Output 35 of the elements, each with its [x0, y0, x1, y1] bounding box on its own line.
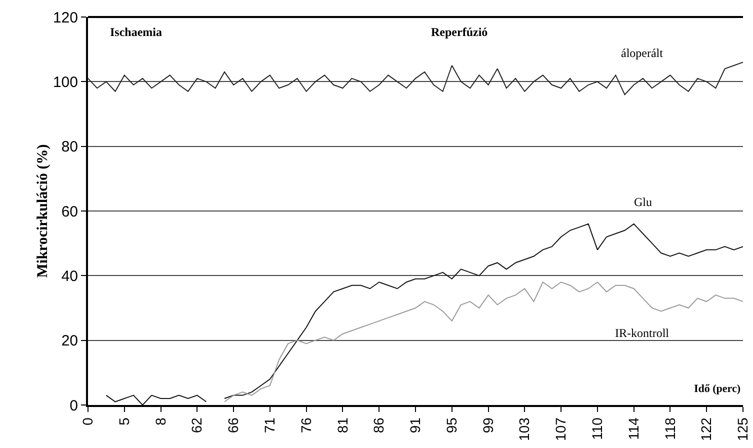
- y-tick-label: 100: [52, 74, 78, 91]
- x-tick-label: 125: [734, 417, 751, 441]
- annotation: Ischaemia: [110, 25, 162, 39]
- y-tick-label: 80: [61, 138, 78, 156]
- x-tick-label: 91: [407, 417, 424, 434]
- x-tick-label: 95: [443, 417, 460, 434]
- x-tick-label: 62: [188, 417, 205, 434]
- x-tick-label: 71: [261, 417, 278, 434]
- y-tick-label: 20: [61, 332, 78, 350]
- x-tick-label: 122: [698, 417, 714, 441]
- x-tick-label: 118: [662, 417, 678, 440]
- line-series: [88, 62, 743, 96]
- x-tick-label: 114: [625, 417, 642, 440]
- x-tick-label: 99: [480, 417, 496, 434]
- x-tick-label: 103: [516, 417, 532, 441]
- x-tick-label: 81: [334, 417, 350, 434]
- y-tick-label: 120: [52, 9, 78, 26]
- x-tick-label: 107: [552, 417, 569, 441]
- x-tick-label: 86: [370, 417, 387, 434]
- y-tick-label: 0: [70, 397, 78, 414]
- x-tick-label: 76: [298, 417, 314, 434]
- y-tick-label: 40: [61, 268, 78, 285]
- x-tick-label: 8: [152, 417, 168, 426]
- x-tick-label: 110: [588, 417, 605, 440]
- x-tick-label: 66: [225, 417, 242, 434]
- x-axis-title: Idő (perc): [694, 383, 741, 395]
- y-axis-title: Mikrocirkuláció (%): [35, 144, 51, 278]
- x-tick-label: 5: [116, 417, 132, 426]
- line-series: [224, 282, 743, 402]
- series-label: Glu: [634, 195, 652, 209]
- annotation: Reperfúzió: [431, 25, 488, 39]
- y-tick-label: 60: [61, 203, 78, 220]
- series-label: áloperált: [621, 46, 664, 60]
- series-label: IR-kontroll: [615, 326, 670, 340]
- x-tick-label: 0: [80, 417, 96, 426]
